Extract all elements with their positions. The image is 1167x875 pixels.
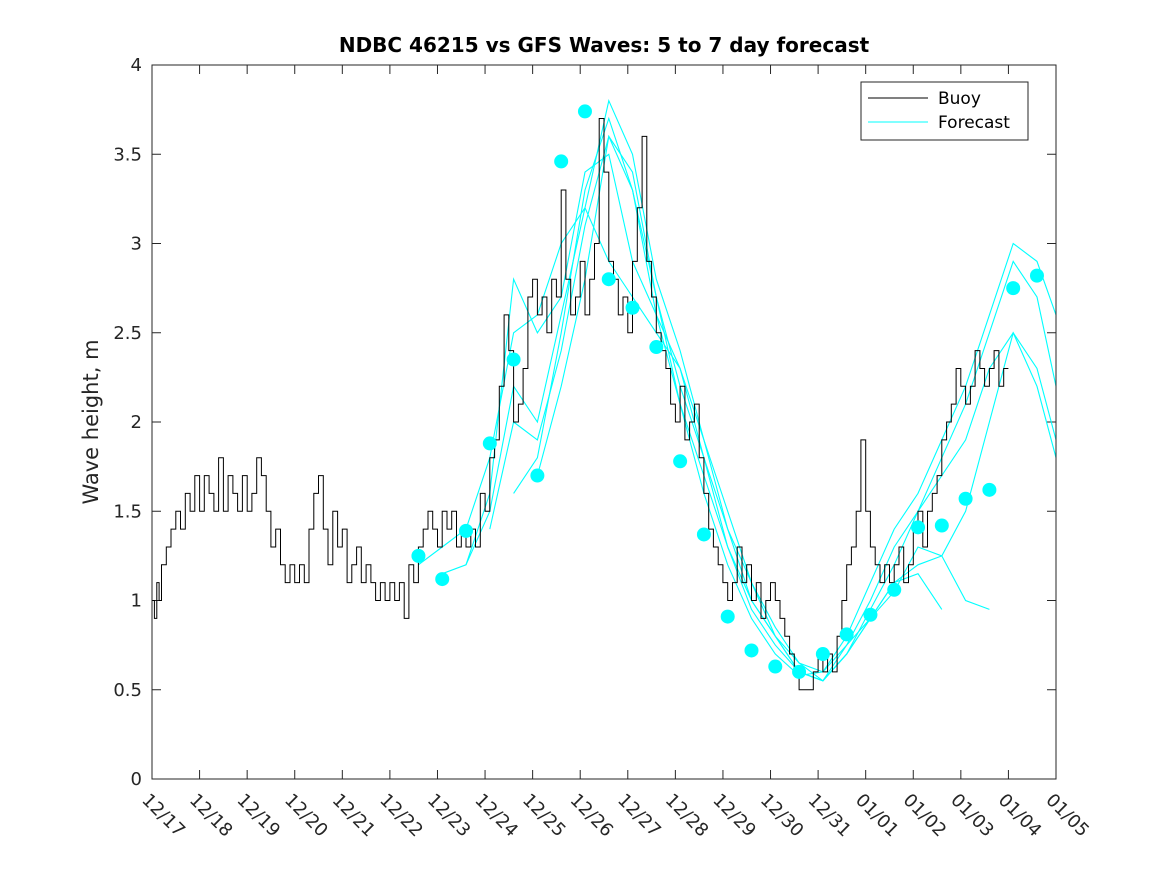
legend-box [860,81,1029,141]
buoy-series-line [152,118,1009,691]
forecast-marker [958,491,973,506]
y-tick-label: 4 [131,55,142,76]
forecast-series-line [489,134,1057,682]
forecast-marker [982,482,997,497]
forecast-marker [863,607,878,622]
forecast-marker [744,643,759,658]
forecast-marker [411,548,426,563]
chart-title: NDBC 46215 vs GFS Waves: 5 to 7 day fore… [339,33,870,57]
forecast-marker [815,647,830,662]
y-tick-label: 2 [131,412,142,433]
plot-frame [151,64,1057,780]
forecast-marker [887,582,902,597]
y-tick-label: 3 [131,234,142,255]
y-axis-label: Wave height, m [79,339,103,504]
forecast-marker [649,340,664,355]
forecast-marker [911,520,926,535]
forecast-marker [435,572,450,587]
forecast-marker [696,527,711,542]
forecast-marker [482,436,497,451]
forecast-marker [839,627,854,642]
y-tick-label: 0.5 [113,680,142,701]
plot-area [152,65,1056,779]
legend-buoy-label: Buoy [938,89,981,109]
forecast-marker [530,468,545,483]
forecast-marker [554,154,569,169]
forecast-marker [1006,281,1021,296]
y-tick-label: 2.5 [113,323,142,344]
legend: Buoy Forecast [860,81,1029,141]
forecast-marker [720,609,735,624]
y-tick-label: 3.5 [113,144,142,165]
forecast-marker [792,664,807,679]
legend-forecast-label: Forecast [938,113,1010,133]
y-tick-label: 1 [131,591,142,612]
y-tick-label: 0 [131,769,142,790]
forecast-marker [577,104,592,119]
forecast-marker [601,272,616,287]
forecast-marker [934,518,949,533]
forecast-marker [459,523,474,538]
forecast-series-line [513,116,1057,682]
forecast-marker [1029,268,1044,283]
forecast-marker [768,659,783,674]
forecast-markers [411,104,1044,679]
forecast-marker [506,352,521,367]
y-tick-label: 1.5 [113,501,142,522]
forecast-series-line [442,153,990,682]
forecast-marker [625,300,640,315]
forecast-series-line [465,98,1057,682]
forecast-marker [673,454,688,469]
